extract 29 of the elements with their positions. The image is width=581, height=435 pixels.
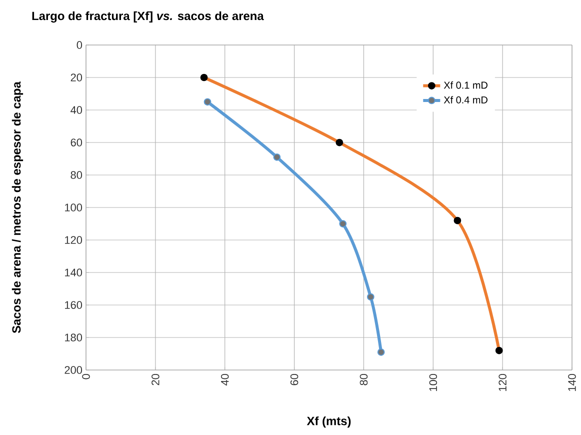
- y-tick-label: 180: [65, 334, 82, 342]
- x-tick-label: 120: [498, 374, 506, 391]
- x-tick-label: 0: [82, 374, 90, 380]
- x-axis-title: Xf (mts): [306, 416, 351, 428]
- x-tick-label: 140: [568, 374, 576, 391]
- point: [204, 98, 212, 106]
- y-tick-label: 160: [65, 301, 82, 309]
- y-tick-label: 200: [64, 366, 82, 374]
- y-tick-label: 100: [65, 204, 82, 212]
- y-axis-title: Sacos de arena / metros de espesor de capa: [12, 82, 24, 334]
- x-tick-label: 60: [290, 374, 298, 386]
- point: [273, 153, 281, 161]
- x-tick-label: 100: [429, 374, 438, 391]
- x-tick-label: 40: [220, 374, 229, 386]
- y-tick-label: 40: [70, 106, 82, 114]
- y-tick-label: 0: [76, 41, 82, 49]
- legend-label: Xf 0.4 mD: [444, 96, 488, 104]
- point: [339, 220, 347, 228]
- x-tick-label: 80: [360, 374, 368, 386]
- y-tick-label: 80: [70, 171, 82, 179]
- y-tick-label: 20: [70, 74, 82, 82]
- point: [377, 348, 385, 356]
- chart-title: Largo de fractura [Xf] vs. sacos de arena: [32, 11, 264, 23]
- y-tick-label: 120: [65, 236, 82, 244]
- legend-label: Xf 0.1 mD: [444, 81, 488, 89]
- point: [366, 293, 374, 301]
- x-tick-label: 20: [152, 374, 160, 386]
- y-tick-label: 60: [70, 138, 82, 146]
- y-tick-label: 140: [65, 268, 82, 276]
